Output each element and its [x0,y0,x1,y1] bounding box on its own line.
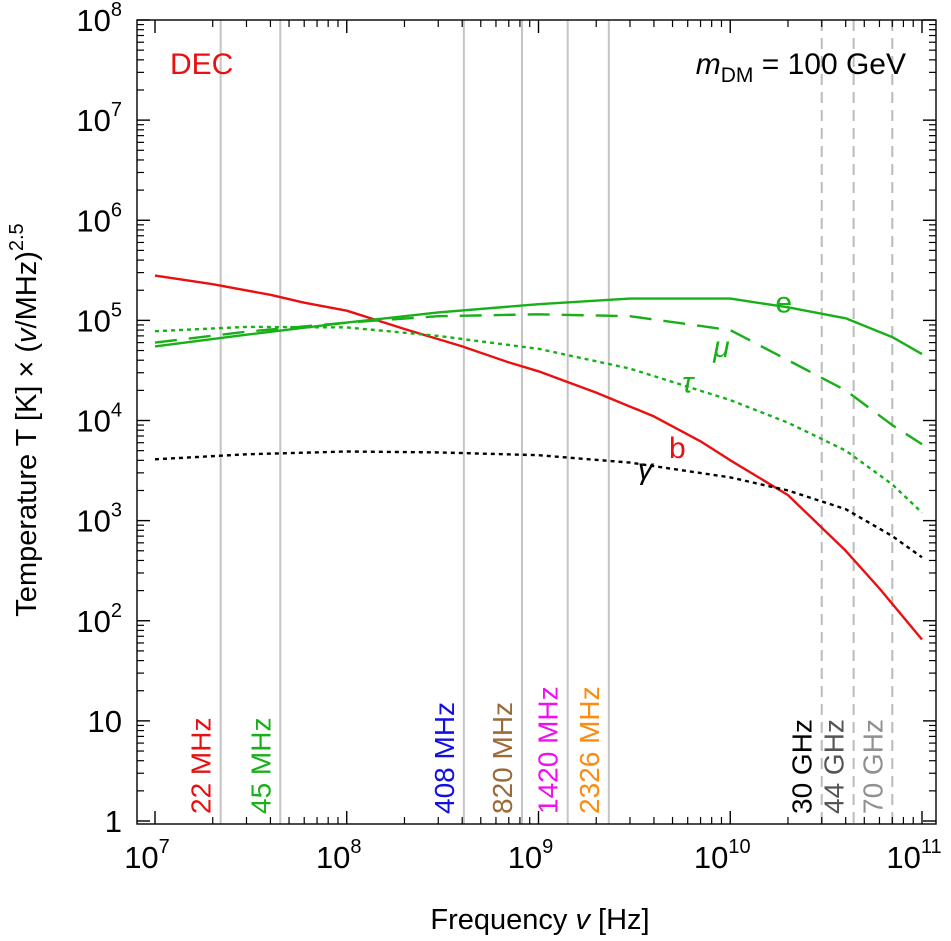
frequency-marker-lines [219,20,894,824]
y-tick-exponent: 5 [111,299,122,321]
marker-label-44-ghz: 44 GHz [819,719,850,814]
y-tick-base: 10 [76,404,110,439]
y-axis-title: Temperature T [K] × (v/MHz)2.5 [6,223,43,616]
y-tick-base: 10 [76,203,110,238]
y-tick-exponent: 8 [111,0,122,21]
mass-label: mDM = 100 GeV [696,48,906,87]
series-line-tau [154,325,923,514]
y-tick-label: 107 [76,99,122,138]
x-tick-label: 108 [316,836,362,875]
y-axis-title-unit: /MHz) [11,251,43,328]
y-tick-label: 108 [76,0,122,38]
y-tick-base: 10 [76,3,110,38]
y-tick-label: 106 [76,199,122,238]
marker-label-820-mhz: 820 MHz [487,702,518,814]
mass-label-subscript: DM [721,64,754,87]
y-tick-label: 105 [76,299,122,338]
x-axis-title-unit: [Hz] [590,904,650,936]
marker-label-22-mhz: 22 MHz [186,718,217,814]
y-axis-title-var: v [11,327,43,343]
marker-label-408-mhz: 408 MHz [429,702,460,814]
series-label-tau: τ [682,367,695,400]
mass-label-suffix: = 100 GeV [753,48,906,81]
y-tick-label: 10 [88,704,122,739]
y-axis-title-exponent: 2.5 [6,223,28,251]
x-tick-base: 10 [316,840,350,875]
marker-label-1420-mhz: 1420 MHz [533,686,564,814]
marker-label-45-mhz: 45 MHz [245,718,276,814]
y-tick-exponent: 6 [111,199,122,221]
marker-label-2326-mhz: 2326 MHz [574,686,605,814]
y-tick-base: 10 [76,604,110,639]
x-tick-exponent: 8 [350,836,361,858]
x-axis-title-var: v [575,904,591,936]
x-axis-title-main: Frequency [430,904,575,936]
marker-label-30-ghz: 30 GHz [787,719,818,814]
y-tick-exponent: 7 [111,99,122,121]
x-tick-label: 107 [124,836,170,875]
x-tick-base: 10 [886,840,920,875]
y-tick-base: 10 [76,103,110,138]
x-tick-label: 109 [508,836,554,875]
y-tick-label: 103 [76,500,122,539]
dec-label: DEC [170,48,233,81]
series-curves [154,274,923,641]
frequency-marker-labels: 22 MHz 45 MHz 408 MHz 820 MHz 1420 MHz 2326 M… [186,686,889,814]
y-tick-exponent: 2 [111,600,122,622]
plot-frame [136,19,937,825]
series-line-e [154,297,923,356]
y-tick-label: 1 [105,804,122,839]
series-label-mu: μ [712,331,729,364]
x-tick-exponent: 9 [542,836,553,858]
marker-label-70-ghz: 70 GHz [857,719,888,814]
x-tick-label: 1011 [886,836,941,875]
series-line-b [154,274,923,641]
series-line-mu [154,313,923,446]
x-axis-title: Frequency v [Hz] [430,904,649,936]
series-label-b: b [669,432,686,465]
x-tick-base: 10 [694,840,728,875]
x-tick-label: 1010 [694,836,751,875]
x-tick-base: 10 [124,840,158,875]
x-tick-exponent: 7 [159,836,170,858]
x-tick-exponent: 11 [921,836,942,858]
x-tick-exponent: 10 [728,836,750,858]
y-tick-exponent: 4 [111,400,122,422]
series-label-gamma: γ [638,453,655,486]
y-tick-base: 10 [76,504,110,539]
y-tick-label: 104 [76,400,122,439]
y-tick-base: 10 [76,303,110,338]
y-tick-exponent: 3 [111,500,122,522]
x-tick-base: 10 [508,840,542,875]
axis-ticks: 107 108 109 1010 101111010210310410510610710… [76,0,941,875]
mass-label-prefix: m [696,48,721,81]
series-line-gamma [154,450,923,559]
y-axis-title-main: Temperature T [K] × ( [11,343,43,617]
series-label-e: e [775,286,792,319]
y-tick-label: 102 [76,600,122,639]
